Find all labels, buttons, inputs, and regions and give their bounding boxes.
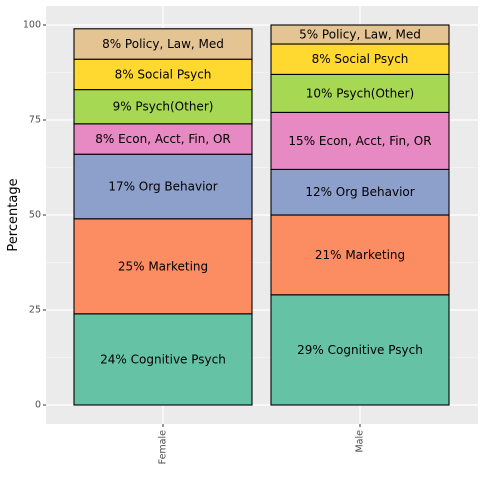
bar-segment-org-male (270, 168, 450, 216)
y-axis-title: Percentage (6, 178, 21, 251)
bar-segment-marketing-male (270, 214, 450, 296)
bar-segment-cognitive-male (270, 294, 450, 406)
segment-label: 12% Org Behavior (305, 185, 414, 199)
segment-label: 8% Social Psych (312, 52, 409, 66)
segment-label: 9% Psych(Other) (113, 100, 214, 114)
y-tick-label: 75 (29, 115, 41, 126)
segment-label: 10% Psych(Other) (306, 86, 415, 100)
bar-segment-psych-other-male (270, 73, 450, 113)
segment-label: 17% Org Behavior (108, 180, 217, 194)
segment-label: 29% Cognitive Psych (297, 343, 423, 357)
segment-label: 5% Policy, Law, Med (299, 28, 421, 42)
x-tick-label-male: Male (355, 430, 366, 453)
bar-segment-policy-female (73, 28, 253, 60)
bar-segment-psych-other-female (73, 89, 253, 125)
segment-label: 15% Econ, Acct, Fin, OR (288, 134, 431, 148)
segment-label: 21% Marketing (315, 248, 405, 262)
x-axis: Female Male (158, 424, 366, 464)
segment-label: 8% Social Psych (115, 67, 212, 81)
y-tick-label: 0 (35, 400, 41, 411)
y-tick-label: 100 (23, 20, 41, 31)
bars: 24% Cognitive Psych 25% Marketing 17% Org … (73, 24, 450, 406)
y-tick-label: 50 (29, 210, 41, 221)
segment-label: 24% Cognitive Psych (100, 352, 226, 366)
bar-segment-econ-female (73, 123, 253, 155)
segment-label: 8% Econ, Acct, Fin, OR (95, 132, 231, 146)
segment-label: 25% Marketing (118, 259, 208, 273)
bar-segment-cognitive-female (73, 313, 253, 406)
x-tick-label-female: Female (158, 430, 169, 465)
bar-segment-org-female (73, 153, 253, 220)
bar-segment-marketing-female (73, 218, 253, 315)
y-tick-label: 25 (29, 305, 41, 316)
bar-segment-social-male (270, 43, 450, 75)
bar-segment-policy-male (270, 24, 450, 45)
segment-label: 8% Policy, Law, Med (102, 37, 224, 51)
bar-segment-social-female (73, 58, 253, 91)
y-axis: 0 25 50 75 100 (23, 20, 46, 411)
bar-segment-econ-male (270, 111, 450, 170)
